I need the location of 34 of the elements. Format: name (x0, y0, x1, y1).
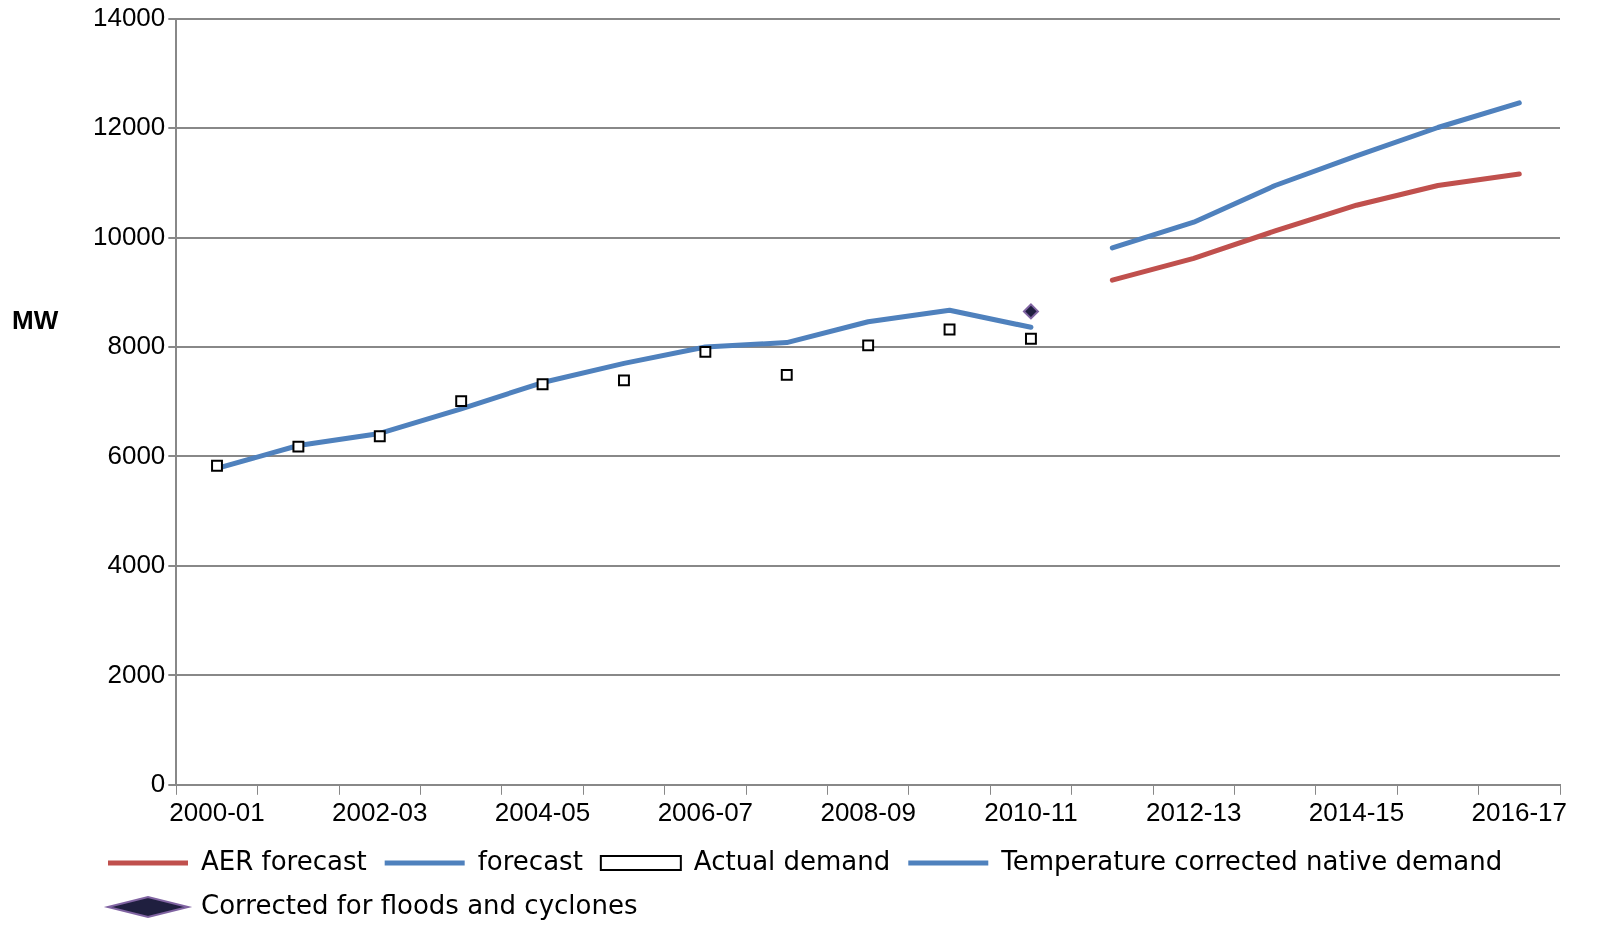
legend-label: Actual demand (693, 845, 891, 876)
y-axis-title: MW (12, 305, 59, 336)
legend-label: forecast (477, 845, 583, 876)
point (699, 345, 712, 358)
point (455, 395, 468, 408)
point (1022, 303, 1039, 320)
y-tick-label: 12000 (92, 111, 166, 142)
y-tick-label: 0 (150, 767, 166, 798)
y-tick-label: 6000 (107, 439, 166, 470)
legend-label: Corrected for floods and cyclones (201, 889, 638, 920)
x-tick-label: 2010-11 (984, 796, 1078, 827)
x-tick-label: 2012-13 (1146, 796, 1242, 827)
x-tick-label: 2008-09 (820, 796, 916, 827)
y-tick-label: 10000 (92, 220, 166, 251)
point (211, 459, 223, 472)
y-tick-label: 2000 (107, 658, 166, 689)
y-tick-label: 14000 (92, 1, 166, 32)
x-tick-label: 2002-03 (332, 796, 428, 827)
y-tick-label: 8000 (107, 330, 166, 361)
point (1024, 332, 1037, 345)
y-tick-label: 4000 (107, 549, 166, 580)
x-tick-label: 2016-17 (1471, 796, 1568, 827)
legend-label: AER forecast (201, 845, 367, 876)
x-tick-label: 2006-07 (657, 796, 754, 827)
legend-label: Temperature corrected native demand (1000, 845, 1503, 876)
x-tick-label: 2014-15 (1308, 796, 1405, 827)
x-tick-label: 2000-01 (169, 796, 265, 827)
point (292, 440, 305, 453)
point (618, 374, 630, 387)
point (536, 378, 549, 391)
point (373, 430, 386, 443)
point (780, 368, 793, 381)
point (862, 339, 875, 352)
x-tick-label: 2004-05 (494, 796, 591, 827)
